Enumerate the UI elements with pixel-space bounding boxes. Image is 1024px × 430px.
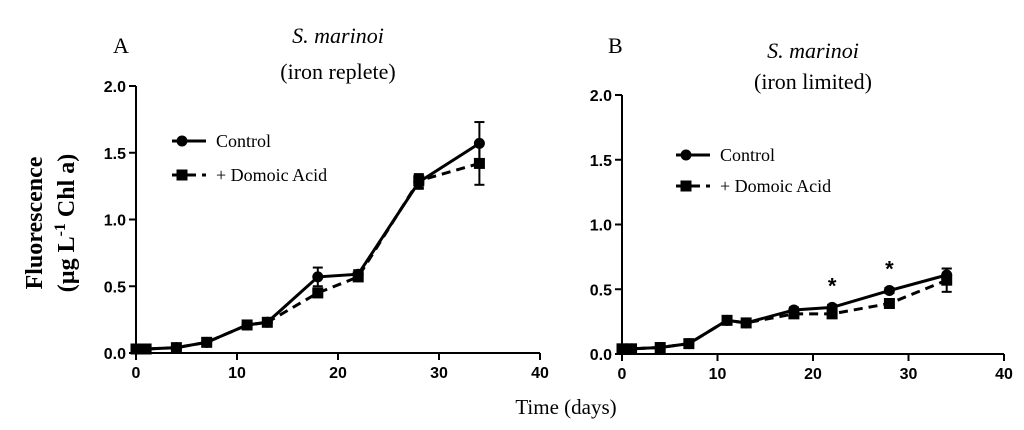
y-tick-label: 0.0: [104, 346, 126, 363]
data-point: [413, 175, 425, 187]
x-tick-label: 40: [531, 365, 549, 382]
y-tick-label: 1.0: [104, 213, 126, 230]
panel-title-condition: (iron replete): [280, 59, 395, 84]
series-line: [622, 278, 948, 351]
data-point: [654, 342, 666, 354]
legend-label: Control: [216, 131, 271, 151]
legend-label: + Domoic Acid: [720, 176, 831, 196]
y-tick-label: 0.5: [590, 282, 612, 299]
data-point: [312, 287, 324, 299]
data-point: [740, 317, 752, 329]
x-tick-label: 30: [900, 366, 918, 383]
panel-label: B: [608, 33, 623, 58]
panel-b: B S. marinoi (iron limited) 0.0 0.5 1.0 1.5…: [590, 33, 1013, 383]
data-point: [241, 319, 253, 331]
data-point: [201, 336, 213, 348]
x-tick-label: 10: [228, 365, 246, 382]
data-point: [788, 308, 800, 320]
panel-title-species: S. marinoi: [292, 23, 384, 48]
data-point: [826, 308, 838, 320]
legend-label: Control: [720, 145, 775, 165]
x-tick-label: 40: [995, 366, 1013, 383]
significance-asterisk: *: [885, 257, 894, 282]
y-tick-label: 1.0: [590, 218, 612, 235]
panel-a: A S. marinoi (iron replete) 0.0 0.5 1.0 1.5…: [104, 23, 549, 382]
x-tick-label: 0: [618, 366, 627, 383]
x-tick-label: 0: [132, 365, 141, 382]
data-point: [883, 297, 895, 309]
panel-title-species: S. marinoi: [767, 38, 859, 63]
panel-title-condition: (iron limited): [754, 69, 872, 94]
data-point: [941, 274, 953, 286]
data-point: [616, 343, 628, 355]
series-domoic-acid: [130, 141, 485, 355]
y-tick-label: 2.0: [590, 88, 612, 105]
x-tick-label: 10: [709, 366, 727, 383]
panel-label: A: [113, 33, 129, 58]
x-tick-label: 30: [430, 365, 448, 382]
series-line: [136, 161, 480, 351]
x-tick-label: 20: [329, 365, 347, 382]
y-axis-label-line2: (µg L-1 Chl a): [52, 154, 80, 293]
series-domoic-acid: [616, 267, 953, 355]
series-control: [130, 121, 485, 355]
y-tick-label: 1.5: [104, 146, 126, 163]
y-tick-label: 1.5: [590, 153, 612, 170]
data-point: [721, 314, 733, 326]
data-point: [883, 285, 895, 297]
data-point: [626, 343, 638, 355]
data-point: [170, 342, 182, 354]
y-tick-label: 0.0: [590, 347, 612, 364]
legend-marker: [176, 135, 188, 147]
y-tick-label: 2.0: [104, 79, 126, 96]
y-axis-label: Fluorescence (µg L-1 Chl a): [22, 154, 80, 293]
x-tick-label: 20: [804, 366, 822, 383]
data-point: [312, 271, 324, 283]
significance-asterisk: *: [828, 273, 837, 298]
data-point: [261, 316, 273, 328]
legend-label: + Domoic Acid: [216, 165, 327, 185]
data-point: [473, 157, 485, 169]
y-tick-label: 0.5: [104, 279, 126, 296]
series-control: [616, 267, 953, 355]
data-point: [140, 343, 152, 355]
x-axis-label: Time (days): [515, 395, 616, 419]
legend: Control + Domoic Acid: [172, 131, 327, 185]
y-axis-label-line1: Fluorescence: [22, 156, 48, 289]
legend-marker: [176, 169, 188, 181]
legend-marker: [680, 149, 692, 161]
data-point: [352, 271, 364, 283]
series-line: [622, 273, 948, 351]
data-point: [683, 338, 695, 350]
legend: Control + Domoic Acid: [676, 145, 831, 196]
data-point: [130, 343, 142, 355]
legend-marker: [680, 180, 692, 192]
